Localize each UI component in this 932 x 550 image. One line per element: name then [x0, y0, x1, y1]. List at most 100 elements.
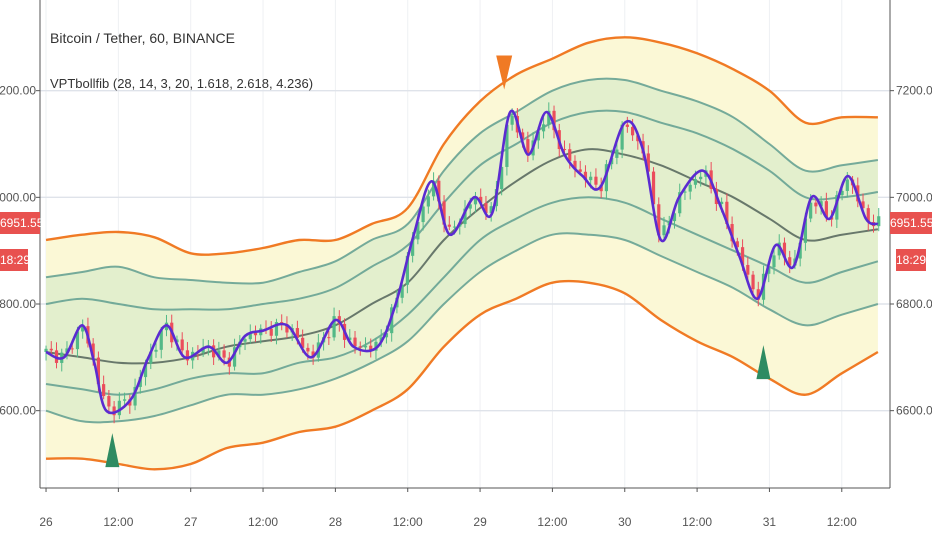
y-tick-label: 7000.00	[0, 190, 36, 204]
candle-body	[840, 190, 844, 196]
x-tick-label: 12:00	[393, 515, 423, 529]
candle-body	[662, 225, 666, 236]
candle-body	[232, 347, 237, 367]
candle-body	[363, 345, 368, 348]
candle-body	[248, 332, 252, 340]
candle-body	[295, 328, 300, 338]
inner-band-fill	[46, 78, 878, 423]
candle-body	[149, 351, 153, 364]
x-tick-label: 12:00	[537, 515, 567, 529]
price-tag-right: 6951.55	[890, 212, 932, 235]
candle-body	[70, 348, 74, 350]
x-tick-label: 29	[473, 515, 487, 529]
y-tick-label: 7000.00	[896, 190, 932, 204]
candle-body	[285, 324, 289, 333]
candle-body	[431, 180, 436, 197]
x-tick-label: 31	[763, 515, 777, 529]
band-line-lower2	[45, 232, 879, 424]
candle-body	[730, 224, 734, 242]
candle-body	[683, 191, 687, 193]
candle-body	[311, 351, 315, 358]
band-line-lower1	[45, 196, 879, 396]
candle-body	[253, 332, 258, 336]
candle-body	[217, 350, 221, 358]
candle-body	[845, 179, 849, 191]
candle-body	[500, 166, 504, 190]
x-axis: 26 12:00 27 12:00 28 12:00 29 12:00 30 12:00 31 12:…	[39, 488, 857, 529]
x-tick-label: 26	[39, 515, 53, 529]
band-line-upper3	[45, 36, 878, 256]
candle-body	[772, 255, 776, 268]
candle-body	[306, 347, 310, 352]
candle-body	[526, 139, 530, 156]
time-tag-left: 18:29	[0, 249, 30, 272]
candle-body	[819, 201, 823, 207]
candle-body	[452, 226, 457, 228]
candle-body	[861, 201, 865, 209]
buy-signal-marker	[105, 433, 120, 468]
candle-body	[777, 242, 781, 256]
candle-body	[568, 149, 572, 161]
candle-body	[65, 348, 69, 353]
candle-body	[824, 201, 828, 218]
candle-body	[604, 164, 609, 192]
candle-body	[442, 201, 446, 225]
candle-body	[646, 153, 650, 172]
vpt-line-group	[45, 109, 879, 415]
y-tick-label: 7200.00	[896, 84, 932, 98]
candle-body	[75, 331, 80, 350]
candle-body	[688, 184, 692, 192]
candle-body	[521, 132, 525, 140]
x-tick-label: 12:00	[103, 515, 133, 529]
candle-body	[589, 176, 593, 181]
candle-body	[447, 224, 451, 227]
candle-body	[578, 169, 582, 172]
candle-body	[651, 171, 656, 205]
candle-body	[112, 406, 116, 416]
candle-body	[479, 196, 483, 204]
band-line-upper2	[45, 77, 879, 285]
signal-markers	[105, 55, 771, 468]
candle-body	[411, 239, 415, 256]
candle-body	[274, 322, 279, 336]
candle-body	[678, 192, 682, 214]
band-line-lower3	[45, 279, 879, 471]
candle-body	[573, 160, 577, 170]
x-tick-label: 30	[618, 515, 632, 529]
candle-body	[657, 204, 661, 236]
candle-body	[672, 213, 677, 222]
candle-body	[798, 242, 802, 259]
candle-body	[510, 116, 514, 125]
candle-body	[96, 357, 100, 385]
candle-body	[594, 176, 598, 185]
time-tag-right: 18:29	[896, 249, 926, 272]
candle-body	[348, 337, 352, 340]
x-tick-label: 12:00	[682, 515, 712, 529]
candle-body	[400, 284, 404, 298]
candle-body	[133, 386, 137, 406]
candle-body	[767, 267, 771, 274]
candle-body	[180, 339, 184, 351]
candle-body	[421, 206, 425, 223]
candle-body	[630, 126, 635, 136]
candle-body	[154, 349, 158, 352]
candle-body	[437, 180, 441, 202]
y-tick-label: 6600.00	[0, 404, 36, 418]
candle-body	[809, 202, 813, 219]
candle-body	[91, 343, 95, 358]
candle-body	[185, 350, 190, 361]
candle-body	[358, 346, 362, 348]
x-tick-label: 12:00	[827, 515, 857, 529]
candle-body	[468, 204, 472, 209]
indicator-label: VPTbollfib (28, 14, 3, 20, 1.618, 2.618,…	[50, 76, 314, 91]
vpt-line	[45, 109, 879, 415]
candle-body	[102, 384, 106, 397]
candle-body	[416, 222, 420, 240]
candle-body	[353, 337, 357, 347]
band-fills	[46, 37, 878, 470]
candle-body	[327, 337, 331, 339]
candle-body	[159, 330, 163, 350]
candle-body	[463, 208, 467, 225]
candle-body	[473, 196, 478, 205]
